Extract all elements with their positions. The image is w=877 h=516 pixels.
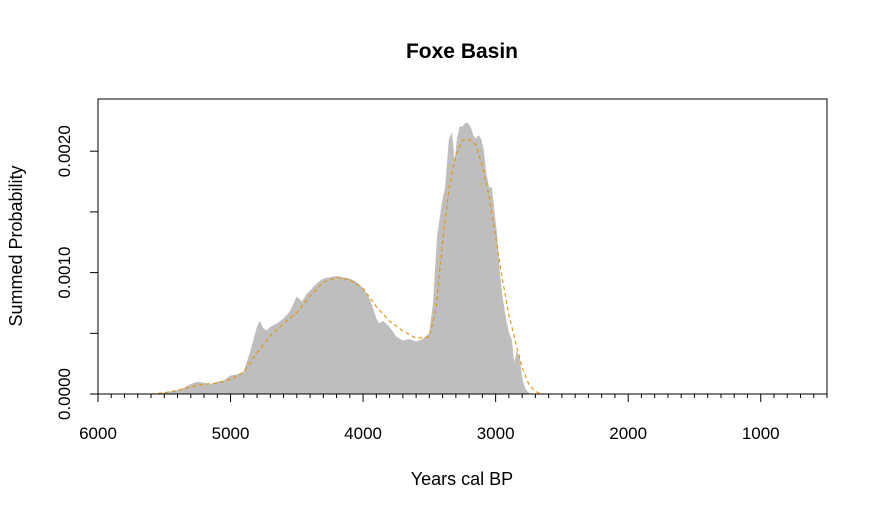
x-tick-label: 2000	[609, 424, 647, 443]
x-tick-label: 6000	[79, 424, 117, 443]
y-axis-label: Summed Probability	[6, 165, 26, 326]
plot-frame	[97, 98, 828, 395]
x-axis: 6000 5000 4000 3000 2000 1000	[79, 394, 828, 443]
plot-area	[97, 98, 828, 395]
x-tick-label: 5000	[212, 424, 250, 443]
chart-title: Foxe Basin	[406, 40, 518, 63]
x-tick-label: 4000	[344, 424, 382, 443]
y-tick-label: 0.0020	[55, 125, 74, 177]
smoothed-dashed-line	[150, 138, 543, 395]
y-tick-label: 0.0010	[55, 247, 74, 299]
summed-probability-area	[157, 123, 531, 395]
y-axis: 0.0000 0.0010 0.0020	[55, 125, 98, 420]
x-axis-label: Years cal BP	[411, 469, 513, 489]
x-tick-label: 1000	[742, 424, 780, 443]
y-tick-label: 0.0000	[55, 368, 74, 420]
x-tick-label: 3000	[477, 424, 515, 443]
